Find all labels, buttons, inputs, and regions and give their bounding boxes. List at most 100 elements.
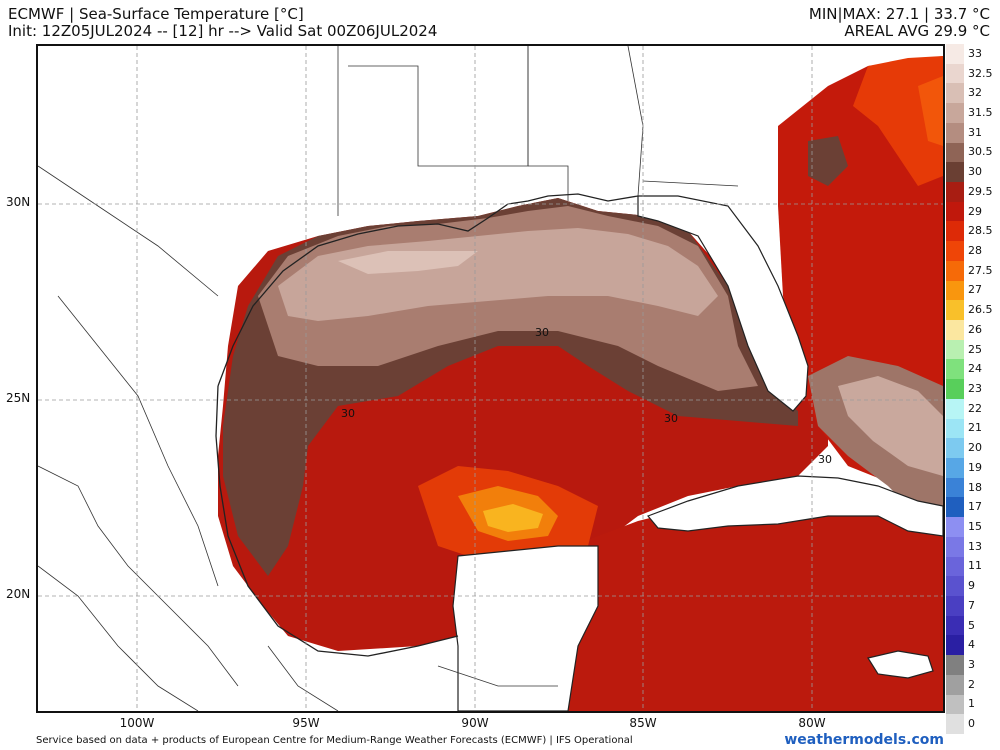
colorbar-swatch (946, 517, 964, 538)
colorbar-swatch (946, 674, 964, 696)
colorbar-tick-label: 33 (968, 46, 982, 60)
florida-land (637, 195, 809, 412)
mexico-coastline (215, 385, 459, 657)
colorbar-tick-label: 28 (968, 244, 982, 257)
colorbar-swatch (946, 142, 964, 163)
colorbar-swatch (946, 103, 964, 124)
colorbar-tick-label: 29 (968, 204, 982, 218)
colorbar-tick-label: 21 (968, 421, 982, 435)
colorbar-swatch (946, 339, 964, 360)
colorbar-tick-label: 30 (968, 165, 982, 179)
colorbar-swatch (946, 576, 964, 597)
colorbar-tick-label: 31 (968, 125, 982, 139)
colorbar-tick-label: 15 (968, 520, 982, 533)
colorbar-swatch (946, 63, 964, 84)
colorbar-swatch (946, 221, 964, 242)
gridlines (38, 46, 943, 711)
lat-label-25n: 25N (6, 391, 31, 405)
colorbar-tick-label: 27.5 (968, 263, 993, 277)
map-title: ECMWF | Sea-Surface Temperature [°C] (8, 5, 304, 23)
colorbar-swatch (946, 438, 964, 459)
colorbar-tick-label: 32.5 (968, 66, 993, 80)
lon-label-100w: 100W (119, 716, 155, 730)
colorbar-tick-label: 27 (968, 283, 982, 297)
colorbar-swatch (946, 44, 964, 65)
se-florida-30-patch (808, 136, 848, 186)
colorbar-tick-label: 24 (968, 362, 982, 376)
colorbar-swatch (946, 714, 964, 735)
colorbar-tick-label: 5 (968, 618, 975, 632)
colorbar-swatch (946, 201, 964, 222)
colorbar-swatch (946, 182, 964, 203)
colorbar-swatch (946, 655, 964, 676)
colorbar-swatch (946, 615, 964, 636)
lat-label-20n: 20N (6, 587, 31, 601)
colorbar-swatch (946, 477, 964, 498)
contour-label-30: 30 (664, 412, 678, 425)
colorbar-swatch (946, 458, 964, 479)
colorbar-tick-label: 30.5 (968, 145, 993, 159)
cuba-land (646, 475, 943, 537)
colorbar-tick-label: 23 (968, 382, 982, 395)
lat-label-30n: 30N (6, 195, 31, 209)
colorbar-tick-label: 0 (968, 717, 975, 731)
colorbar-swatch (946, 280, 964, 301)
colorbar-swatch (946, 241, 964, 262)
colorbar-tick-label: 11 (968, 559, 982, 573)
lon-label-90w: 90W (461, 716, 489, 730)
jamaica-land (867, 650, 934, 679)
colorbar-swatch (946, 398, 964, 420)
colorbar-tick-label: 22 (968, 401, 982, 415)
colorbar-tick-label: 1 (968, 697, 975, 711)
site-link[interactable]: weathermodels.com (784, 732, 944, 748)
colorbar-swatch (946, 536, 964, 558)
areal-average-readout: AREAL AVG 29.9 °C (844, 22, 990, 40)
temperature-colorbar (946, 44, 964, 735)
colorbar-swatch (946, 122, 964, 144)
colorbar-tick-label: 28.5 (968, 224, 993, 238)
colorbar-tick-label: 32 (968, 86, 982, 100)
contour-label-30: 30 (535, 326, 549, 339)
colorbar-tick-label: 20 (968, 441, 982, 455)
colorbar-swatch (946, 83, 964, 104)
colorbar-tick-label: 26.5 (968, 303, 993, 317)
sst-map[interactable]: 30 30 30 30 (36, 44, 945, 713)
colorbar-tick-label: 17 (968, 500, 982, 514)
colorbar-tick-label: 26 (968, 322, 982, 336)
colorbar-tick-label: 25 (968, 342, 982, 356)
lon-label-80w: 80W (798, 716, 826, 730)
colorbar-swatch (946, 320, 964, 341)
colorbar-swatch (946, 418, 964, 439)
lon-label-85w: 85W (629, 716, 657, 730)
atlantic-hot-patch-2 (918, 76, 943, 146)
colorbar-tick-label: 19 (968, 460, 982, 474)
colorbar-swatch (946, 596, 964, 617)
colorbar-swatch (946, 162, 964, 183)
colorbar-tick-label: 7 (968, 598, 975, 612)
colorbar-tick-label: 18 (968, 480, 982, 494)
colorbar-swatch (946, 359, 964, 380)
political-borders (38, 46, 739, 711)
us-gulf-coastline (217, 193, 639, 387)
colorbar-tick-label: 31.5 (968, 106, 993, 119)
colorbar-swatch (946, 260, 964, 282)
colorbar-swatch (946, 556, 964, 577)
colorbar-swatch (946, 379, 964, 400)
caribbean-warm-water (558, 486, 943, 711)
colorbar-swatch (946, 300, 964, 321)
contour-label-30: 30 (341, 407, 355, 420)
sst-32-5-region (338, 251, 478, 274)
lon-label-95w: 95W (292, 716, 320, 730)
colorbar-swatch (946, 635, 964, 656)
colorbar-tick-label: 9 (968, 579, 975, 593)
colorbar-tick-label: 4 (968, 638, 975, 652)
yucatan-land (452, 545, 599, 711)
init-valid-time: Init: 12Z05JUL2024 -- [12] hr --> Valid … (8, 22, 438, 40)
min-max-readout: MIN|MAX: 27.1 | 33.7 °C (808, 5, 990, 23)
colorbar-tick-label: 3 (968, 658, 975, 671)
colorbar-tick-label: 2 (968, 677, 975, 691)
contour-label-30: 30 (818, 453, 832, 466)
colorbar-tick-label: 13 (968, 539, 982, 553)
bahamas-light-region (838, 376, 943, 476)
colorbar-swatch (946, 497, 964, 518)
